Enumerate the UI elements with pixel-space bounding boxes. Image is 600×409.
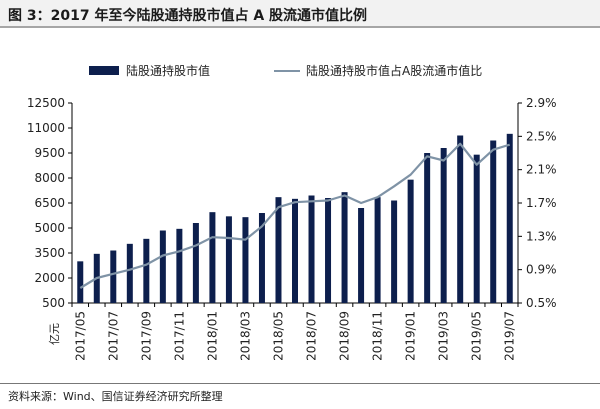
y-left-tick-label: 11000 — [27, 121, 65, 135]
x-tick-label: 2018/01 — [205, 311, 219, 361]
bar — [126, 243, 133, 303]
bar — [440, 148, 447, 303]
y-right-tick-label: 2.1% — [526, 163, 557, 177]
y-left-tick-label: 2000 — [34, 271, 65, 285]
bar — [490, 140, 497, 303]
y-left-tick-label: 5000 — [34, 221, 65, 235]
y-left-tick-label: 12500 — [27, 96, 65, 110]
y-left-tick-label: 500 — [42, 296, 65, 310]
bar — [325, 198, 332, 303]
line-series — [79, 142, 511, 289]
x-tick-label: 2019/03 — [437, 311, 451, 361]
ratio-line — [79, 142, 511, 289]
x-tick-label: 2018/03 — [238, 311, 252, 361]
source-divider — [0, 383, 600, 384]
chart: 陆股通持股市值 陆股通持股市值占A股流通市值比 500 2000 3500 5000 6… — [27, 63, 557, 361]
bar — [308, 195, 315, 303]
y-right-tick-label: 1.3% — [526, 229, 557, 243]
bar-series — [77, 133, 513, 303]
bar — [143, 238, 150, 303]
legend-bar-label: 陆股通持股市值 — [126, 63, 210, 78]
legend-line-label: 陆股通持股市值占A股流通市值比 — [306, 63, 482, 78]
y-left-unit-label: 亿元 — [48, 323, 61, 345]
bar — [275, 197, 282, 303]
x-tick-label: 2018/09 — [338, 311, 352, 361]
y-left-tick-label: 3500 — [34, 246, 65, 260]
y-right-tick-label: 0.5% — [526, 296, 557, 310]
figure-title-bar: 图 3：2017 年至今陆股通持股市值占 A 股流通市值比例 — [0, 0, 600, 28]
bar — [374, 197, 381, 303]
legend: 陆股通持股市值 陆股通持股市值占A股流通市值比 — [89, 63, 482, 78]
bar — [225, 216, 232, 303]
bar — [192, 223, 199, 303]
x-tick-label: 2019/07 — [503, 311, 517, 361]
figure-title: 图 3：2017 年至今陆股通持股市值占 A 股流通市值比例 — [8, 8, 368, 24]
x-tick-label: 2018/11 — [371, 311, 385, 361]
bar — [457, 135, 464, 303]
x-tick-label: 2017/09 — [139, 311, 153, 361]
source-note: 资料来源：Wind、国信证券经济研究所整理 — [8, 390, 223, 403]
bar — [110, 250, 117, 303]
y-right-tick-label: 0.9% — [526, 263, 557, 277]
bar — [407, 179, 414, 303]
legend-bar-swatch — [89, 66, 119, 75]
axes: 500 2000 3500 5000 6500 8000 9500 11000 12500 0.5… — [27, 96, 557, 361]
bar — [242, 217, 249, 303]
x-tick-label: 2018/05 — [271, 311, 285, 361]
y-right-tick-label: 1.7% — [526, 196, 557, 210]
bar — [473, 154, 480, 303]
bar — [176, 228, 183, 303]
bar — [209, 212, 216, 303]
bar — [292, 198, 298, 303]
x-tick-label: 2017/05 — [73, 311, 87, 361]
y-left-tick-label: 8000 — [34, 171, 65, 185]
bar — [358, 208, 365, 303]
y-right-tick-label: 2.5% — [526, 129, 557, 143]
y-left-tick-label: 9500 — [34, 146, 65, 160]
x-tick-label: 2017/11 — [172, 311, 186, 361]
x-tick-label: 2019/01 — [404, 311, 418, 361]
bar — [424, 153, 431, 303]
x-tick-label: 2017/07 — [106, 311, 120, 361]
bar — [391, 200, 398, 303]
bar — [341, 192, 348, 303]
x-tick-label: 2019/05 — [470, 311, 484, 361]
y-right-tick-label: 2.9% — [526, 96, 557, 110]
x-tick-label: 2018/07 — [305, 311, 319, 361]
bar — [159, 230, 166, 303]
bar — [506, 133, 513, 303]
bar — [77, 261, 84, 303]
y-left-tick-label: 6500 — [34, 196, 65, 210]
bar — [258, 213, 265, 303]
